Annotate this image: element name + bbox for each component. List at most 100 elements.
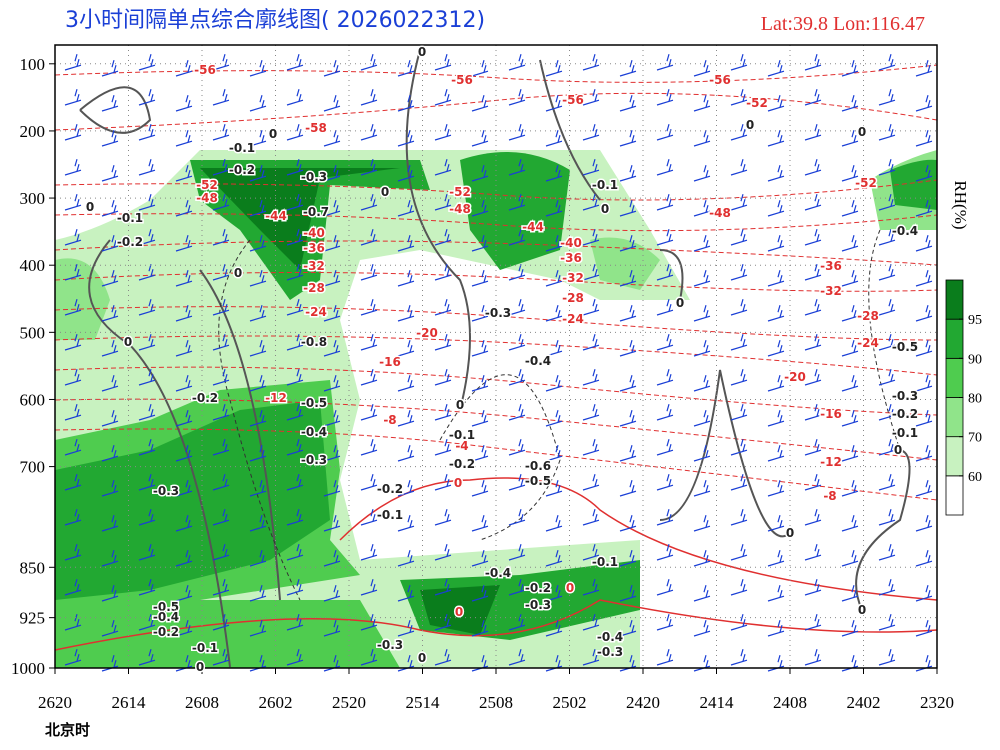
wind-barb — [360, 264, 378, 281]
wind-barb — [397, 235, 415, 252]
wind-barb — [508, 404, 526, 421]
colorbar-label: RH(%) — [951, 180, 970, 229]
wind-barb — [619, 60, 637, 77]
wind-barb — [767, 410, 785, 427]
wind-barb — [101, 235, 119, 252]
wind-barb — [360, 439, 378, 456]
temperature-label: -48 — [709, 206, 731, 220]
wind-barb — [582, 89, 600, 106]
temperature-label: -8 — [383, 413, 396, 427]
colorbar-tick-label: 80 — [968, 392, 982, 407]
wind-barb — [286, 194, 304, 211]
wind-barb — [545, 95, 563, 112]
temperature-label: -16 — [820, 407, 842, 421]
temperature-label: -24 — [562, 312, 584, 326]
wind-barb — [730, 334, 748, 351]
wind-barb — [656, 54, 674, 71]
wind-barb — [212, 299, 230, 316]
vertical-velocity-label: -0.3 — [525, 598, 551, 612]
wind-barb — [915, 375, 933, 392]
wind-barb — [915, 550, 933, 567]
wind-barb — [656, 299, 674, 316]
wind-barb — [397, 375, 415, 392]
wind-barb — [767, 235, 785, 252]
wind-barb — [915, 585, 933, 602]
colorbar-tick-label: 60 — [968, 470, 982, 485]
wind-barb — [212, 89, 230, 106]
temperature-label: -56 — [562, 93, 584, 107]
wind-barb — [878, 404, 896, 421]
wind-barb — [471, 445, 489, 462]
temperature-label: 0 — [454, 476, 462, 490]
wind-barb — [249, 130, 267, 147]
wind-barb — [656, 614, 674, 631]
temperature-label: -28 — [303, 281, 325, 295]
wind-barb — [175, 620, 193, 637]
temperature-label: 0 — [455, 605, 463, 619]
x-tick-label: 2620 — [38, 693, 72, 712]
wind-barb — [730, 439, 748, 456]
wind-barb — [767, 60, 785, 77]
wind-barb — [878, 264, 896, 281]
wind-barb — [656, 369, 674, 386]
wind-barb — [64, 404, 82, 421]
wind-barb — [360, 544, 378, 561]
wind-barb — [730, 649, 748, 666]
x-tick-label: 2520 — [332, 693, 366, 712]
wind-barb — [101, 585, 119, 602]
vertical-velocity-label: -0.2 — [525, 581, 551, 595]
wind-barb — [249, 165, 267, 182]
wind-barb — [397, 340, 415, 357]
wind-barb — [619, 410, 637, 427]
wind-barb — [693, 375, 711, 392]
wind-barb — [175, 60, 193, 77]
wind-barb — [434, 159, 452, 176]
vertical-velocity-label: -0.5 — [153, 600, 179, 614]
wind-barb — [545, 165, 563, 182]
temperature-label: -24 — [305, 305, 327, 319]
wind-barb — [212, 474, 230, 491]
wind-barb — [730, 264, 748, 281]
temperature-label: -36 — [820, 259, 842, 273]
wind-barb — [360, 159, 378, 176]
wind-barb — [915, 95, 933, 112]
y-tick-label: 1000 — [11, 659, 45, 678]
wind-barb — [434, 89, 452, 106]
temperature-label: -48 — [196, 191, 218, 205]
temperature-label: -36 — [560, 251, 582, 265]
plot-frame — [54, 44, 938, 669]
wind-barb — [138, 334, 156, 351]
wind-barb — [915, 270, 933, 287]
y-tick-label: 925 — [20, 609, 46, 628]
wind-barb — [804, 439, 822, 456]
vertical-velocity-label: -0.7 — [303, 205, 329, 219]
wind-barb — [915, 305, 933, 322]
temperature-label: -20 — [784, 370, 806, 384]
wind-barb — [656, 474, 674, 491]
wind-barb — [101, 270, 119, 287]
wind-barb — [138, 544, 156, 561]
wind-barb — [767, 515, 785, 532]
wind-barb — [767, 375, 785, 392]
wind-barb — [249, 375, 267, 392]
wind-barb — [804, 649, 822, 666]
wind-barb — [64, 369, 82, 386]
wind-barb — [582, 334, 600, 351]
wind-barb — [397, 95, 415, 112]
temperature-label: -4 — [455, 439, 468, 453]
wind-barb — [582, 159, 600, 176]
wind-barb — [693, 480, 711, 497]
wind-barb — [878, 544, 896, 561]
wind-barb — [804, 509, 822, 526]
wind-barb — [212, 54, 230, 71]
wind-barb — [767, 130, 785, 147]
wind-barb — [286, 579, 304, 596]
wind-barb — [175, 305, 193, 322]
wind-barb — [804, 369, 822, 386]
wind-barb — [64, 579, 82, 596]
wind-barb — [619, 375, 637, 392]
y-tick-label: 300 — [20, 189, 46, 208]
wind-barb — [212, 439, 230, 456]
vertical-velocity-label: 0 — [676, 296, 684, 310]
wind-barb — [841, 410, 859, 427]
